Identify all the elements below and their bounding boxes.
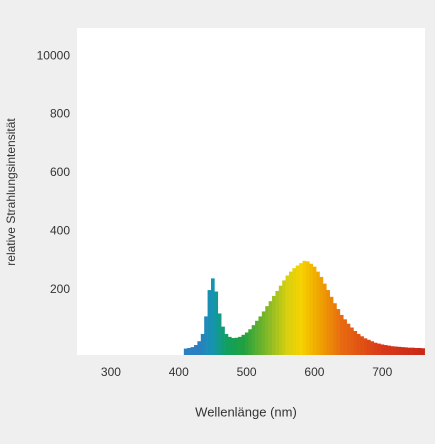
spectrum-bar: [217, 313, 222, 355]
spectrum-bar: [299, 263, 303, 355]
spectrum-bar: [363, 338, 368, 355]
y-axis-label: relative Strahlungsintensität: [4, 118, 18, 266]
spectrum-bar: [255, 320, 259, 355]
y-tick-label: 400: [50, 224, 70, 238]
spectrum-bar: [316, 271, 320, 355]
spectrum-bar: [292, 268, 297, 355]
x-tick-label: 400: [169, 365, 189, 379]
x-tick-label: 500: [237, 365, 257, 379]
y-tick-label: 600: [50, 165, 70, 179]
spectrum-bar: [329, 296, 334, 355]
y-tick-label: 200: [50, 282, 70, 296]
spectrum-bar: [387, 345, 392, 355]
spectrum-bar: [248, 329, 252, 355]
spectrum-bar: [204, 316, 208, 355]
spectrum-bar: [268, 301, 273, 355]
spectrum-bar: [339, 314, 344, 355]
spectrum-bar: [244, 332, 249, 355]
spectrum-bar: [278, 285, 283, 355]
spectrum-bar: [360, 336, 364, 355]
spectrum-bar: [411, 347, 415, 355]
spectrum-bar: [305, 261, 310, 355]
spectrum-bar: [333, 303, 337, 355]
spectrum-bar: [353, 331, 358, 355]
spectrum-bar: [231, 338, 236, 355]
spectrum-bar: [238, 336, 242, 355]
spectrum-bar: [261, 311, 266, 355]
spectrum-bar: [295, 265, 300, 355]
x-tick-label: 300: [101, 365, 121, 379]
spectrum-bar: [258, 316, 263, 355]
plot-area: [77, 28, 425, 355]
x-tick-label: 600: [304, 365, 324, 379]
spectrum-bar: [285, 275, 290, 355]
spectrum-bar: [309, 263, 314, 355]
spectrum-bar: [414, 347, 419, 355]
spectrum-bar: [383, 345, 388, 355]
spectrum-bar: [370, 341, 375, 355]
spectrum-bar: [183, 348, 188, 355]
spectrum-bar: [221, 326, 225, 355]
spectrum-bar: [302, 260, 307, 355]
spectrum-bar: [251, 325, 256, 355]
spectrum-bar: [356, 333, 361, 355]
spectrum-bar: [400, 347, 405, 355]
spectrum-bar: [404, 347, 409, 355]
spectrum-bar: [282, 280, 286, 355]
spectrum-bar: [336, 309, 341, 355]
spectrum-bar: [417, 347, 422, 355]
spectrum-bar: [288, 271, 293, 355]
spectrum-bar: [394, 346, 398, 355]
spectrum-bar: [207, 290, 212, 355]
spectrum-bar: [350, 327, 354, 355]
spectrum-bar: [346, 323, 351, 355]
y-tick-label: 800: [50, 107, 70, 121]
spectrum-bar: [234, 337, 239, 355]
spectrum-bar: [265, 306, 269, 355]
spectrum-bar: [326, 290, 330, 355]
spectrum-bar: [194, 345, 198, 355]
spectrum-bar: [380, 344, 385, 355]
spectrum-bar: [319, 276, 324, 355]
spectrum-bar: [397, 346, 402, 355]
spectrum-bar: [241, 334, 246, 355]
spectrum-bar: [197, 341, 202, 355]
spectrum-bar: [200, 333, 205, 355]
spectrum-bar: [210, 278, 215, 355]
spectrum-bar: [322, 283, 327, 355]
spectrum-bar: [343, 319, 347, 355]
spectrum-bar: [373, 342, 378, 355]
spectrum-bar: [187, 347, 191, 355]
spectrum-bar: [367, 339, 371, 355]
spectrum-bar: [214, 291, 219, 355]
spectrum-bar: [275, 290, 280, 355]
x-axis-label: Wellenlänge (nm): [195, 404, 297, 419]
spectrum-bar: [227, 336, 232, 355]
y-tick-label: 10000: [37, 48, 71, 62]
spectrum-bar: [190, 347, 195, 355]
x-tick-label: 700: [372, 365, 392, 379]
spectrum-bar: [377, 343, 381, 355]
spectrum-bar: [407, 347, 412, 355]
spectrum-bar: [224, 333, 229, 355]
spectrum-bar: [272, 295, 276, 355]
spectrum-bar: [390, 346, 395, 355]
spectrum-bar: [421, 348, 425, 355]
spectrum-bar: [312, 266, 317, 355]
